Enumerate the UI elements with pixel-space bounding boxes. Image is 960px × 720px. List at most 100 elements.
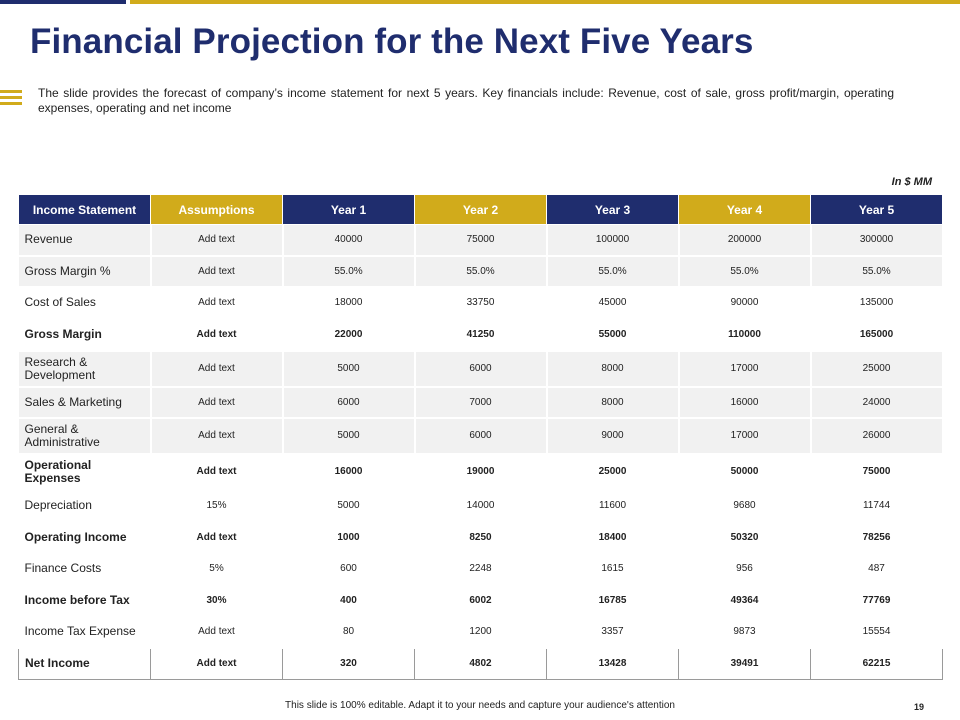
row-label: Gross Margin	[18, 318, 152, 352]
table-cell: 55.0%	[414, 255, 548, 288]
table-header-row: Income Statement Assumptions Year 1 Year…	[18, 194, 943, 225]
table-cell: 13428	[546, 647, 679, 680]
header-income-statement: Income Statement	[18, 194, 151, 225]
table-cell: 55.0%	[810, 255, 944, 288]
income-statement-table: Income Statement Assumptions Year 1 Year…	[18, 194, 944, 680]
table-cell: 9680	[678, 489, 812, 523]
table-row: Research & Development Add text 5000 600…	[18, 350, 944, 388]
table-cell: 24000	[810, 386, 944, 419]
table-row: Sales & Marketing Add text 6000 7000 800…	[18, 386, 944, 419]
page-number: 19	[913, 702, 924, 712]
table-row: General & Administrative Add text 5000 6…	[18, 417, 944, 455]
table-cell: 11600	[546, 489, 680, 523]
table-cell: 18400	[546, 521, 680, 554]
table-cell: 6002	[414, 584, 548, 617]
table-cell: Add text	[150, 386, 284, 419]
row-label: Sales & Marketing	[18, 386, 152, 419]
row-label: Operational Expenses	[18, 453, 152, 491]
table-cell: 16000	[282, 453, 416, 491]
table-cell: 2248	[414, 552, 548, 586]
table-row: Income before Tax 30% 400 6002 16785 493…	[18, 584, 944, 617]
table-cell: 956	[678, 552, 812, 586]
table-cell: 320	[282, 647, 415, 680]
table-cell: 7000	[414, 386, 548, 419]
table-cell: 8000	[546, 386, 680, 419]
table-cell: 90000	[678, 286, 812, 320]
slide-description: The slide provides the forecast of compa…	[38, 86, 894, 115]
table-cell: Add text	[150, 224, 284, 257]
table-cell: 400	[282, 584, 416, 617]
table-cell: 1615	[546, 552, 680, 586]
table-cell: 16000	[678, 386, 812, 419]
table-cell: 55.0%	[282, 255, 416, 288]
header-year-1: Year 1	[282, 194, 415, 225]
table-cell: 40000	[282, 224, 416, 257]
table-cell: 75000	[810, 453, 944, 491]
row-label: Gross Margin %	[18, 255, 152, 288]
units-label: In $ MM	[891, 176, 932, 188]
header-year-2: Year 2	[414, 194, 547, 225]
table-cell: 17000	[678, 350, 812, 388]
table-cell: 18000	[282, 286, 416, 320]
row-label: Revenue	[18, 224, 152, 257]
table-cell: 487	[810, 552, 944, 586]
table-row: Operational Expenses Add text 16000 1900…	[18, 453, 944, 491]
table-row: Revenue Add text 40000 75000 100000 2000…	[18, 224, 944, 257]
table-cell: Add text	[150, 255, 284, 288]
table-cell: 50000	[678, 453, 812, 491]
row-label: Depreciation	[18, 489, 152, 523]
table-cell: Add text	[150, 615, 284, 649]
table-cell: Add text	[150, 453, 284, 491]
table-cell: 6000	[282, 386, 416, 419]
table-cell: 78256	[810, 521, 944, 554]
table-cell: Add text	[150, 521, 284, 554]
table-cell: 62215	[810, 647, 943, 680]
table-cell: 5%	[150, 552, 284, 586]
header-year-3: Year 3	[546, 194, 679, 225]
table-cell: 41250	[414, 318, 548, 352]
net-income-row: Net Income Add text 320 4802 13428 39491…	[18, 647, 943, 680]
header-year-4: Year 4	[678, 194, 811, 225]
row-label: Finance Costs	[18, 552, 152, 586]
table-cell: 55.0%	[678, 255, 812, 288]
table-row: Income Tax Expense Add text 80 1200 3357…	[18, 615, 944, 649]
table-cell: 1200	[414, 615, 548, 649]
header-year-5: Year 5	[810, 194, 943, 225]
table-cell: 22000	[282, 318, 416, 352]
table-cell: 30%	[150, 584, 284, 617]
table-cell: 14000	[414, 489, 548, 523]
table-cell: 26000	[810, 417, 944, 455]
table-cell: Add text	[150, 350, 284, 388]
table-row: Gross Margin Add text 22000 41250 55000 …	[18, 318, 944, 352]
table-row: Gross Margin % Add text 55.0% 55.0% 55.0…	[18, 255, 944, 288]
hamburger-lines-icon	[0, 90, 22, 108]
table-cell: 9873	[678, 615, 812, 649]
slide-title: Financial Projection for the Next Five Y…	[30, 22, 754, 61]
table-cell: 1000	[282, 521, 416, 554]
table-cell: 8000	[546, 350, 680, 388]
header-assumptions: Assumptions	[150, 194, 283, 225]
table-cell: 3357	[546, 615, 680, 649]
table-cell: 33750	[414, 286, 548, 320]
table-cell: 77769	[810, 584, 944, 617]
table-cell: 19000	[414, 453, 548, 491]
table-cell: 8250	[414, 521, 548, 554]
table-cell: 17000	[678, 417, 812, 455]
table-cell: 100000	[546, 224, 680, 257]
table-cell: 5000	[282, 350, 416, 388]
row-label: Operating Income	[18, 521, 152, 554]
table-cell: Add text	[150, 417, 284, 455]
table-cell: Add text	[150, 318, 284, 352]
table-row: Cost of Sales Add text 18000 33750 45000…	[18, 286, 944, 320]
footer-note: This slide is 100% editable. Adapt it to…	[285, 700, 675, 711]
table-cell: 50320	[678, 521, 812, 554]
table-cell: 300000	[810, 224, 944, 257]
table-cell: 6000	[414, 417, 548, 455]
table-cell: 15%	[150, 489, 284, 523]
table-cell: 25000	[546, 453, 680, 491]
table-cell: 15554	[810, 615, 944, 649]
table-row: Finance Costs 5% 600 2248 1615 956 487	[18, 552, 944, 586]
table-cell: 135000	[810, 286, 944, 320]
row-label: General & Administrative	[18, 417, 152, 455]
table-cell: 16785	[546, 584, 680, 617]
